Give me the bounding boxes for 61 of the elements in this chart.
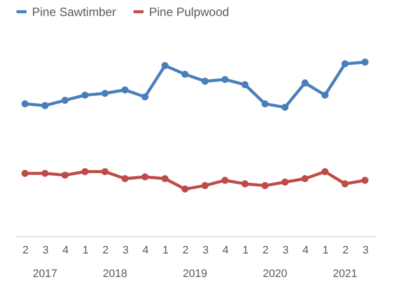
point (61, 96, 69, 104)
point (201, 78, 209, 85)
point (21, 170, 29, 177)
point (141, 173, 149, 180)
point (281, 178, 289, 186)
point (161, 175, 169, 182)
x-tick-label: 2 (102, 244, 109, 256)
x-tick-label: 3 (362, 244, 369, 256)
x-tick-label: 4 (62, 244, 69, 256)
point (41, 102, 49, 110)
point (241, 81, 249, 88)
x-tick-label: 2 (342, 244, 349, 256)
x-tick-label: 2 (182, 244, 189, 256)
point (361, 58, 369, 66)
text: 2019 (182, 268, 208, 280)
text: 2018 (102, 268, 128, 280)
point (221, 76, 229, 84)
point (281, 104, 289, 111)
x-tick-label: 3 (122, 244, 129, 256)
point (301, 79, 309, 86)
x-tick-label: 1 (82, 244, 89, 256)
point (221, 176, 229, 184)
point (21, 100, 29, 108)
point (261, 100, 269, 108)
legend-label: Pine Pulpwood (149, 4, 230, 19)
point (341, 60, 349, 68)
point (301, 175, 309, 182)
text: 2020 (262, 268, 288, 280)
point (241, 180, 249, 188)
x-tick-label: 4 (302, 244, 309, 256)
point (181, 70, 189, 78)
point (101, 90, 109, 97)
point (121, 86, 129, 94)
x-tick-label: 1 (242, 244, 249, 256)
point (201, 182, 209, 190)
x-tick-label: 3 (42, 244, 49, 256)
text: 2017 (32, 268, 58, 280)
point (41, 170, 49, 177)
legend-label: Pine Sawtimber (32, 4, 116, 19)
point (321, 92, 329, 99)
x-tick-label: 4 (142, 244, 149, 256)
x-tick-label: 4 (222, 244, 229, 256)
point (321, 168, 329, 176)
point (101, 168, 109, 176)
x-tick-label: 1 (322, 244, 329, 256)
point (81, 168, 89, 176)
point (121, 175, 129, 182)
point (181, 186, 189, 193)
x-tick-label: 3 (202, 244, 209, 256)
point (341, 180, 349, 188)
text: 2021 (332, 268, 358, 280)
point (81, 92, 89, 99)
point (141, 93, 149, 100)
point (261, 182, 269, 190)
x-tick-label: 1 (162, 244, 169, 256)
point (361, 176, 369, 184)
point (61, 172, 69, 179)
x-tick-label: 2 (262, 244, 269, 256)
point (161, 62, 169, 70)
x-tick-label: 3 (282, 244, 289, 256)
x-tick-label: 2 (22, 244, 29, 256)
